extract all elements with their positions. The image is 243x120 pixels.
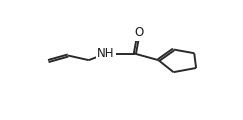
Text: O: O — [134, 26, 143, 39]
Text: NH: NH — [97, 47, 114, 60]
